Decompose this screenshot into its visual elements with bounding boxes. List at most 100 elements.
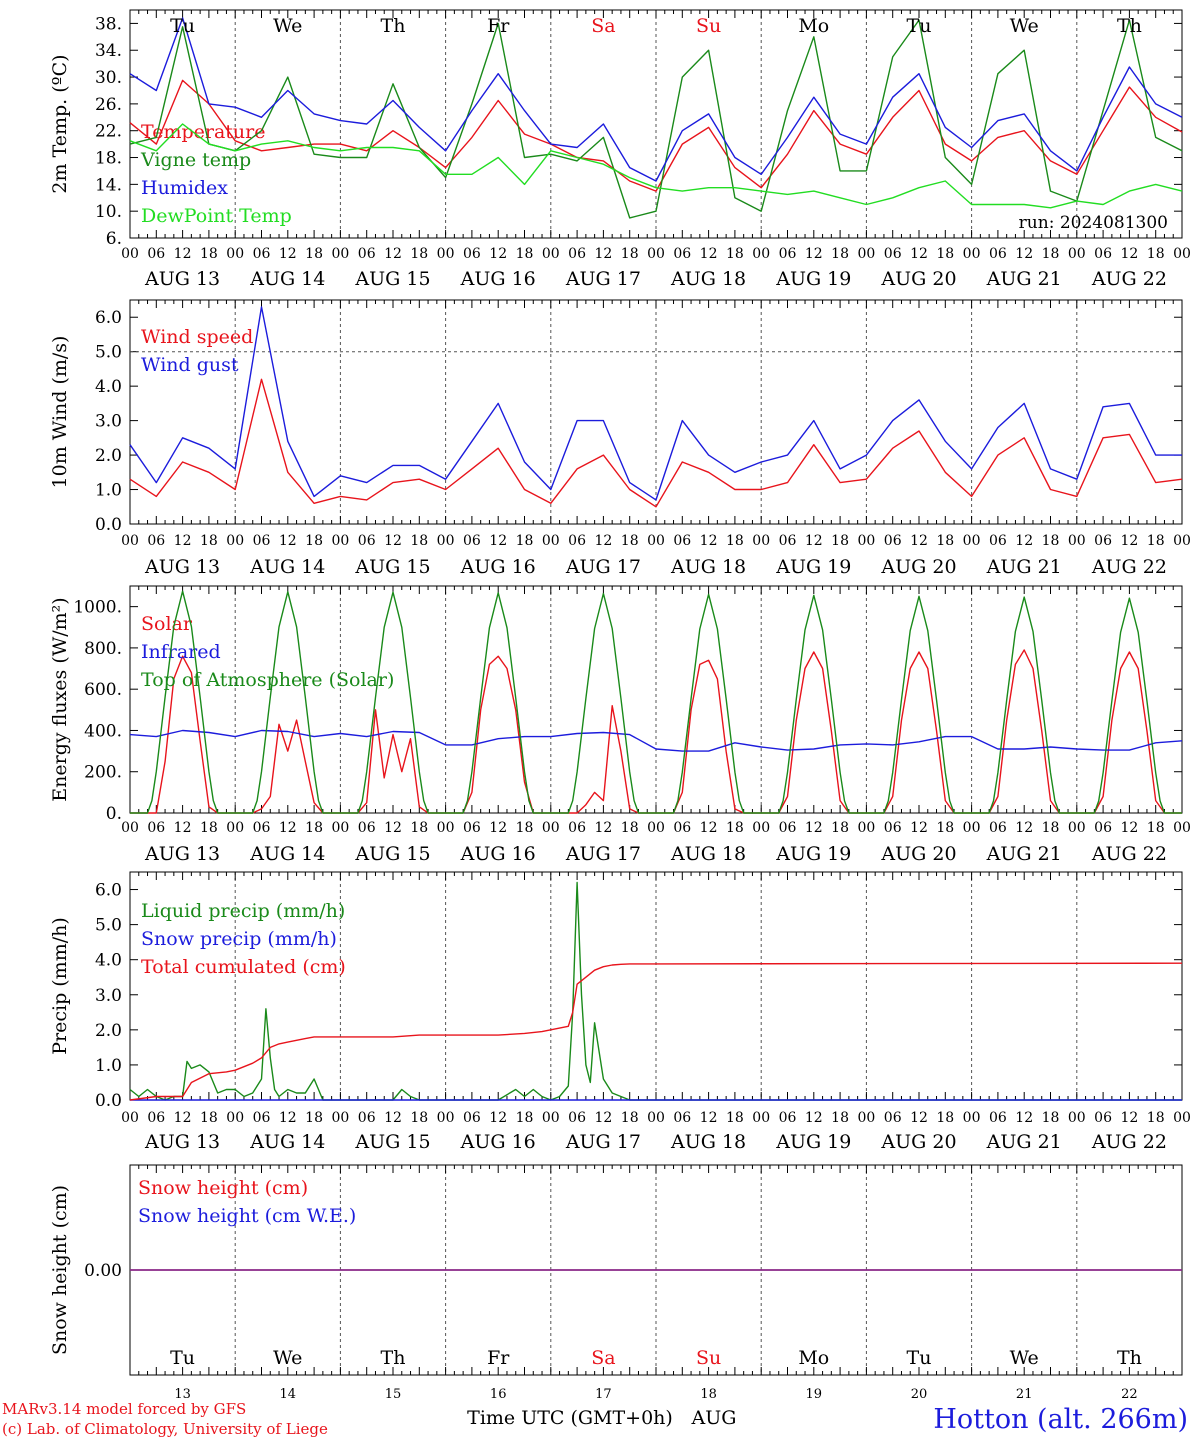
x-hour-label: 18 — [410, 1110, 428, 1126]
x-hour-label: 18 — [305, 820, 323, 836]
x-hour-label: 00 — [1068, 533, 1086, 549]
x-hour-label: 06 — [568, 533, 586, 549]
x-hour-label: 18 — [200, 246, 218, 262]
x-hour-label: 12 — [910, 820, 928, 836]
x-hour-label: 12 — [279, 820, 297, 836]
x-hour-label: 00 — [226, 533, 244, 549]
wind-y-axis-label: 10m Wind (m/s) — [49, 336, 71, 489]
x-hour-label: 00 — [121, 533, 139, 549]
x-hour-label: 00 — [542, 246, 560, 262]
x-hour-label: 18 — [726, 246, 744, 262]
x-date-label: AUG 16 — [460, 556, 536, 578]
day-name-bottom: Tu — [170, 1347, 195, 1369]
x-date-label: AUG 13 — [144, 843, 220, 865]
temp-y-axis-label: 2m Temp. (ºC) — [49, 54, 71, 193]
x-hour-label: 00 — [1068, 820, 1086, 836]
run-annotation: run: 2024081300 — [1019, 213, 1168, 233]
x-hour-label: 00 — [1068, 1110, 1086, 1126]
x-hour-label: 18 — [305, 533, 323, 549]
x-date-label: AUG 16 — [460, 268, 536, 290]
y-tick-label: 0. — [106, 804, 122, 824]
precip-legend-2: Total cumulated (cm) — [141, 956, 346, 978]
x-date-label: AUG 13 — [144, 268, 220, 290]
x-hour-label: 06 — [673, 246, 691, 262]
x-hour-label: 00 — [437, 533, 455, 549]
wind-plot-frame — [129, 299, 1183, 525]
station-label: Hotton (alt. 266m) — [933, 1404, 1188, 1435]
x-date-label: AUG 20 — [880, 1131, 956, 1153]
y-tick-label: 3.0 — [95, 412, 122, 432]
x-hour-label: 18 — [516, 1110, 534, 1126]
x-hour-label: 18 — [726, 533, 744, 549]
y-tick-label: 6. — [106, 229, 122, 249]
x-hour-label: 18 — [410, 820, 428, 836]
y-tick-label: 1000. — [73, 598, 122, 618]
x-hour-label: 00 — [647, 820, 665, 836]
x-hour-label: 12 — [805, 1110, 823, 1126]
y-tick-label: 4.0 — [95, 951, 122, 971]
precip-legend-1: Snow precip (mm/h) — [141, 928, 337, 950]
x-hour-label: 00 — [752, 820, 770, 836]
x-hour-label: 00 — [331, 246, 349, 262]
x-hour-label: 12 — [594, 820, 612, 836]
day-name-bottom: We — [273, 1347, 302, 1369]
x-hour-label: 06 — [1094, 533, 1112, 549]
x-hour-label: 06 — [989, 533, 1007, 549]
x-hour-label: 18 — [516, 820, 534, 836]
x-hour-label: 06 — [673, 533, 691, 549]
x-hour-label: 06 — [673, 820, 691, 836]
x-hour-label: 06 — [884, 533, 902, 549]
x-hour-label: 12 — [384, 533, 402, 549]
x-hour-label: 12 — [384, 246, 402, 262]
precip-legend-0: Liquid precip (mm/h) — [141, 900, 345, 922]
day-number: 16 — [490, 1387, 507, 1402]
x-hour-label: 06 — [568, 1110, 586, 1126]
snow-legend-1: Snow height (cm W.E.) — [138, 1205, 356, 1227]
wind-legend-1: Wind gust — [141, 354, 239, 376]
snow-legend-0: Snow height (cm) — [138, 1177, 308, 1199]
x-date-label: AUG 21 — [986, 268, 1062, 290]
x-hour-label: 00 — [226, 1110, 244, 1126]
x-hour-label: 18 — [305, 1110, 323, 1126]
y-tick-label: 800. — [84, 639, 122, 659]
day-name-top: Tu — [907, 15, 932, 37]
energy-legend-1: Infrared — [141, 641, 221, 663]
x-hour-label: 06 — [779, 820, 797, 836]
energy-y-axis-label: Energy fluxes (W/m²) — [49, 597, 71, 801]
day-name-top: We — [273, 15, 302, 37]
x-date-label: AUG 18 — [670, 556, 746, 578]
day-number: 14 — [280, 1387, 297, 1402]
x-hour-label: 06 — [147, 246, 165, 262]
day-name-bottom: Th — [381, 1347, 406, 1369]
x-date-label: AUG 19 — [775, 268, 851, 290]
x-hour-label: 00 — [542, 1110, 560, 1126]
y-tick-label: 4.0 — [95, 377, 122, 397]
x-hour-label: 12 — [594, 246, 612, 262]
x-hour-label: 18 — [410, 533, 428, 549]
y-tick-label: 38. — [95, 14, 122, 34]
x-hour-label: 00 — [1173, 1110, 1191, 1126]
x-date-label: AUG 14 — [249, 268, 325, 290]
x-hour-label: 18 — [726, 820, 744, 836]
x-hour-label: 12 — [279, 533, 297, 549]
y-tick-label: 30. — [95, 68, 122, 88]
y-tick-label: 0.0 — [95, 515, 122, 535]
x-hour-label: 00 — [1173, 820, 1191, 836]
x-hour-label: 18 — [305, 246, 323, 262]
day-name-top: Fr — [487, 15, 510, 37]
x-hour-label: 06 — [147, 533, 165, 549]
x-hour-label: 00 — [121, 820, 139, 836]
day-name-bottom: We — [1010, 1347, 1039, 1369]
x-hour-label: 18 — [1147, 820, 1165, 836]
x-date-label: AUG 19 — [775, 556, 851, 578]
y-tick-label: 1.0 — [95, 481, 122, 501]
temp-series-3 — [129, 123, 1183, 209]
y-tick-label: 1.0 — [95, 1056, 122, 1076]
x-hour-label: 06 — [884, 246, 902, 262]
x-hour-label: 12 — [805, 533, 823, 549]
x-date-label: AUG 17 — [565, 843, 641, 865]
x-hour-label: 18 — [200, 533, 218, 549]
x-hour-label: 12 — [489, 246, 507, 262]
x-hour-label: 06 — [358, 246, 376, 262]
x-hour-label: 00 — [226, 246, 244, 262]
